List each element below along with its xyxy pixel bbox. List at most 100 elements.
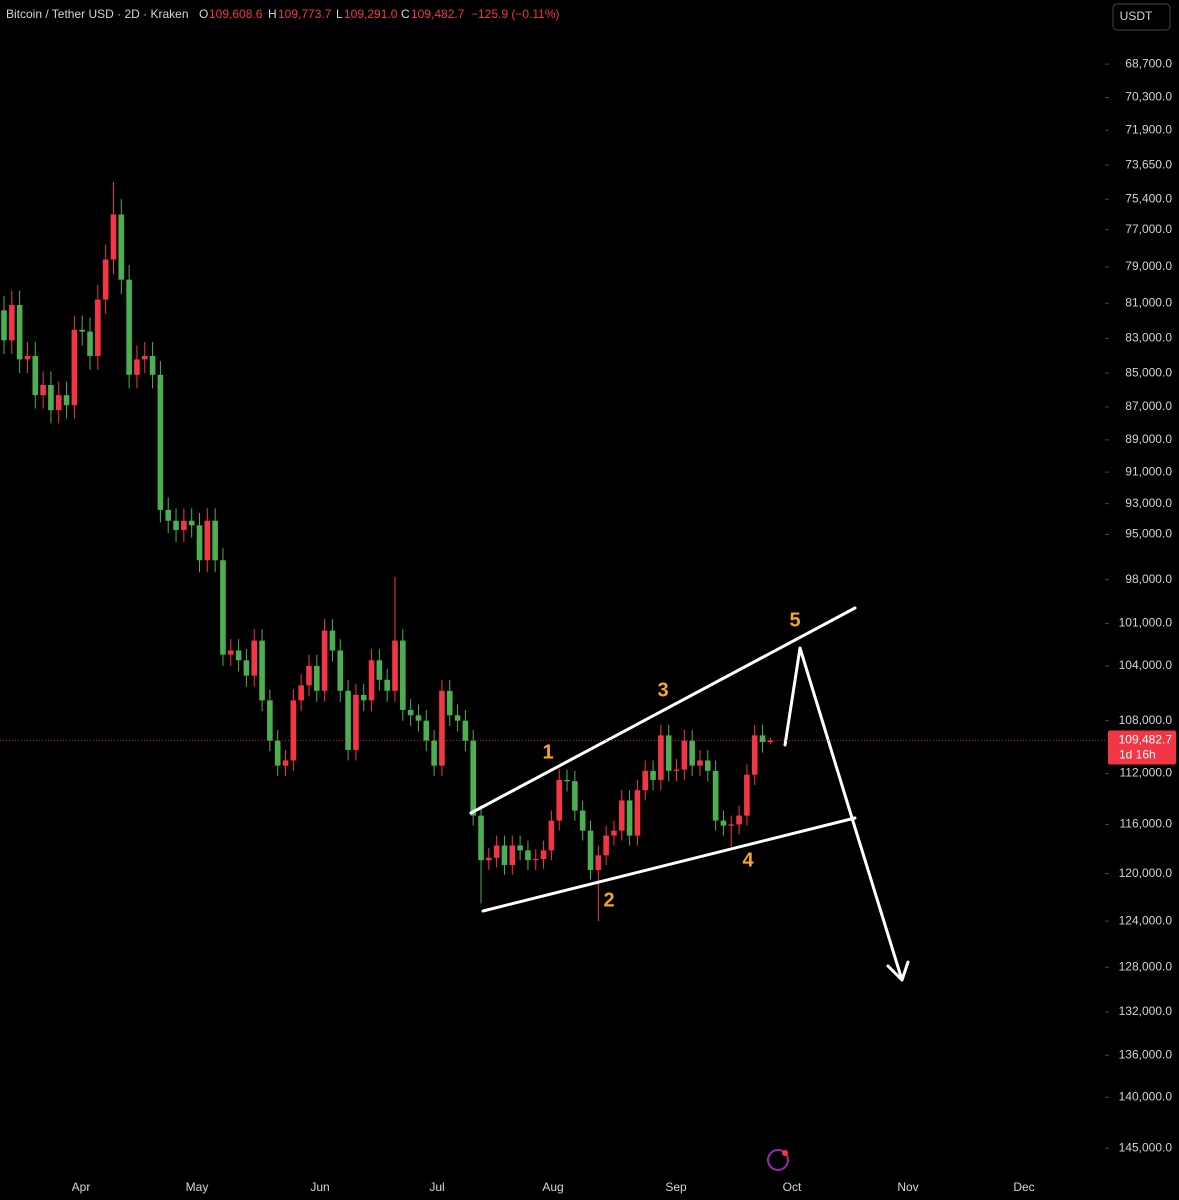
y-tick-label: 112,000.0 xyxy=(1120,766,1173,780)
candle-body xyxy=(462,720,469,741)
countdown: 1d 16h xyxy=(1119,748,1156,762)
candle-body xyxy=(650,770,656,780)
candle-body xyxy=(384,679,390,691)
y-tick-label: 87,000.0 xyxy=(1125,399,1172,413)
candle-body xyxy=(329,630,336,651)
candle-body xyxy=(141,355,148,360)
candles xyxy=(1,181,774,922)
change: −125.9 (−0.11%) xyxy=(471,7,560,21)
price-axis: 68,700.0 70,300.0 71,900.0 73,650.0 75,400.0… xyxy=(0,56,1176,1154)
candle-body xyxy=(658,735,664,780)
time-axis: Apr May Jun Jul Aug Sep Oct Nov Dec xyxy=(72,1180,1035,1194)
candle-body xyxy=(282,760,289,766)
candle-body xyxy=(697,760,703,766)
candle-body xyxy=(501,845,508,866)
candle-body xyxy=(102,259,109,300)
wave-label: 4 xyxy=(742,849,754,871)
currency-button[interactable] xyxy=(1112,3,1171,31)
candle-body xyxy=(759,735,766,743)
candle-body xyxy=(337,650,344,691)
candle-body xyxy=(188,520,195,526)
candle-body xyxy=(720,820,727,826)
y-tick-label: 120,000.0 xyxy=(1119,866,1173,880)
candle-body xyxy=(157,374,164,510)
y-tick-label: 75,400.0 xyxy=(1125,191,1172,205)
l-label: L xyxy=(336,7,343,21)
event-icon[interactable] xyxy=(767,1149,789,1171)
currency[interactable]: USDT xyxy=(1120,9,1153,23)
candle-body xyxy=(63,395,70,406)
candle-body xyxy=(95,299,101,356)
candle-body xyxy=(24,355,31,360)
candle-body xyxy=(470,740,476,816)
upper-trendline xyxy=(469,606,857,815)
h-value: 109,773.7 xyxy=(278,7,332,21)
candle-body xyxy=(71,329,78,406)
candle-body xyxy=(368,660,375,701)
candle-body xyxy=(517,845,523,851)
y-tick-label: 124,000.0 xyxy=(1119,913,1173,927)
candle-body xyxy=(587,830,594,870)
candle-body xyxy=(673,769,680,771)
candle-body xyxy=(298,685,304,701)
candle-body xyxy=(110,214,117,260)
candle-body xyxy=(728,824,735,826)
candle-body xyxy=(705,760,711,771)
y-tick-label: 70,300.0 xyxy=(1125,90,1172,104)
h-label: H xyxy=(268,7,277,21)
drawings xyxy=(469,606,910,982)
candle-body xyxy=(353,694,359,750)
candle-body xyxy=(681,740,688,770)
y-tick-label: 116,000.0 xyxy=(1120,817,1173,831)
x-tick-label: May xyxy=(186,1180,209,1194)
candle-body xyxy=(689,740,695,766)
candle-body xyxy=(744,774,750,816)
y-tick-label: 132,000.0 xyxy=(1119,1004,1173,1018)
x-tick-label: Apr xyxy=(72,1180,91,1194)
price-tag-label: 109,482.7 xyxy=(1119,733,1173,747)
candle-body xyxy=(345,690,351,750)
wave-label: 2 xyxy=(603,889,614,911)
y-tick-label: 104,000.0 xyxy=(1119,658,1173,672)
candle-body xyxy=(212,520,218,561)
candle-body xyxy=(149,355,156,375)
candle-body xyxy=(251,640,258,676)
candle-body xyxy=(40,385,46,396)
candle-body xyxy=(540,850,547,859)
candle-body xyxy=(259,640,265,701)
candle-body xyxy=(525,850,531,861)
y-tick-label: 101,000.0 xyxy=(1119,616,1173,630)
x-tick-label: Aug xyxy=(542,1180,563,1194)
y-tick-label: 140,000.0 xyxy=(1119,1089,1173,1103)
o-value: 109,608.6 xyxy=(209,7,263,21)
x-tick-label: Nov xyxy=(897,1180,918,1194)
c-label: C xyxy=(401,7,410,21)
candle-body xyxy=(360,694,367,701)
candle-body xyxy=(595,855,602,870)
y-tick-label: 128,000.0 xyxy=(1119,959,1173,973)
header: Bitcoin / Tether USD · 2D · Kraken O 109… xyxy=(6,7,560,21)
lower-trendline xyxy=(481,816,857,913)
candle-body xyxy=(548,820,555,851)
candle-body xyxy=(87,331,93,356)
candle-body xyxy=(603,835,609,856)
candle-body xyxy=(618,800,625,831)
y-tick-label: 73,650.0 xyxy=(1125,157,1172,171)
y-tick-label: 83,000.0 xyxy=(1125,331,1172,345)
candle-body xyxy=(665,735,672,771)
candle-body xyxy=(415,715,422,721)
candle-body xyxy=(564,779,570,782)
candle-body xyxy=(611,830,617,836)
candle-body xyxy=(196,525,203,561)
y-tick-label: 93,000.0 xyxy=(1125,496,1172,510)
candle-body xyxy=(165,509,172,521)
candle-body xyxy=(736,815,742,825)
y-tick-label: 68,700.0 xyxy=(1125,56,1172,70)
candle-body xyxy=(173,520,179,530)
x-tick-label: Sep xyxy=(665,1180,687,1194)
candle-body xyxy=(642,770,649,791)
candle-body xyxy=(376,660,383,680)
y-tick-label: 136,000.0 xyxy=(1119,1047,1173,1061)
y-tick-label: 98,000.0 xyxy=(1125,572,1172,586)
